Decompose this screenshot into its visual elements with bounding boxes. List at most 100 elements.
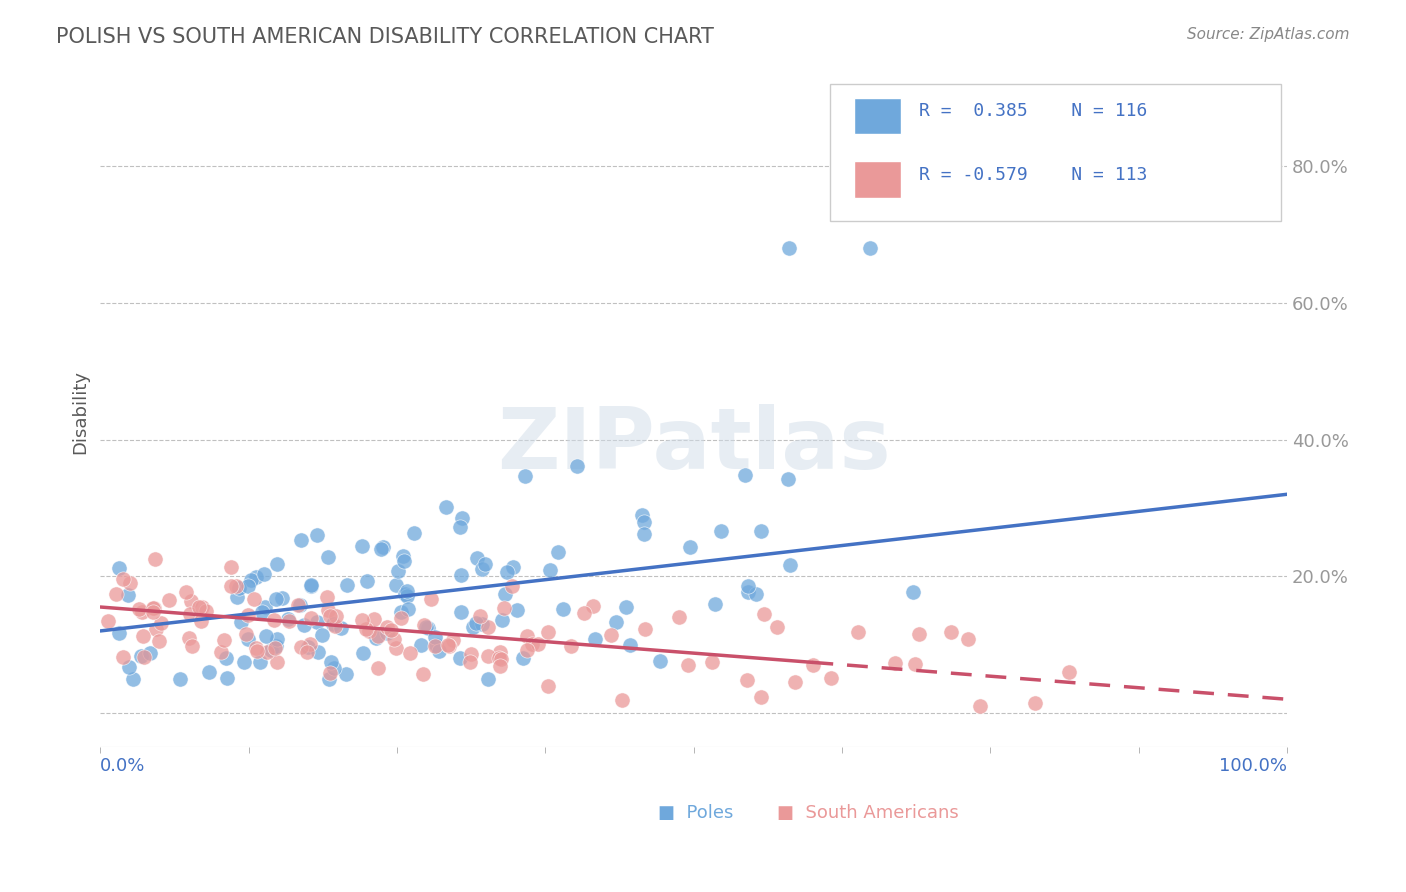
Point — [299, 637, 322, 651]
Point — [513, 469, 536, 483]
Point — [245, 640, 267, 655]
Point — [516, 629, 538, 643]
Point — [560, 640, 582, 654]
Point — [139, 646, 162, 660]
Point — [538, 563, 561, 577]
Point — [367, 629, 389, 643]
Point — [235, 627, 257, 641]
Text: 100.0%: 100.0% — [1219, 757, 1286, 775]
Point — [477, 620, 499, 634]
Point — [583, 632, 606, 646]
Point — [263, 613, 285, 627]
Point — [450, 606, 472, 620]
Point — [565, 459, 588, 474]
Text: ■  Poles: ■ Poles — [658, 804, 734, 822]
Point — [292, 617, 315, 632]
Point — [676, 657, 699, 672]
Point — [228, 582, 250, 596]
Point — [749, 524, 772, 539]
Point — [752, 607, 775, 621]
Point — [460, 655, 482, 669]
Point — [489, 645, 512, 659]
Point — [380, 623, 402, 637]
Point — [382, 632, 405, 646]
Point — [619, 638, 641, 652]
Point — [600, 628, 623, 642]
Point — [254, 629, 277, 643]
Point — [266, 655, 288, 669]
Point — [477, 648, 499, 663]
Point — [278, 614, 301, 628]
Point — [387, 565, 409, 579]
Point — [217, 671, 239, 685]
Y-axis label: Disability: Disability — [72, 370, 89, 454]
Point — [157, 593, 180, 607]
Point — [465, 616, 488, 631]
Point — [904, 657, 927, 671]
Point — [209, 645, 232, 659]
Point — [737, 585, 759, 599]
Point — [128, 601, 150, 615]
Point — [385, 641, 408, 656]
Point — [492, 601, 515, 615]
Point — [553, 602, 575, 616]
Point — [364, 631, 387, 645]
Point — [402, 525, 425, 540]
Point — [392, 554, 415, 568]
Point — [212, 632, 235, 647]
Point — [385, 578, 408, 592]
Point — [297, 640, 319, 654]
Point — [118, 659, 141, 673]
Point — [290, 640, 312, 654]
Point — [449, 650, 471, 665]
Point — [537, 679, 560, 693]
Point — [256, 645, 278, 659]
Point — [423, 630, 446, 644]
Point — [142, 601, 165, 615]
Point — [305, 528, 328, 542]
Text: Source: ZipAtlas.com: Source: ZipAtlas.com — [1187, 27, 1350, 42]
Point — [547, 545, 569, 559]
Point — [474, 557, 496, 571]
Point — [316, 550, 339, 565]
FancyBboxPatch shape — [853, 161, 901, 198]
Point — [939, 625, 962, 640]
Point — [491, 613, 513, 627]
Point — [702, 655, 724, 669]
Point — [356, 574, 378, 588]
Point — [820, 672, 842, 686]
Point — [969, 699, 991, 714]
Point — [131, 605, 153, 619]
Point — [537, 624, 560, 639]
Point — [494, 587, 516, 601]
Point — [330, 621, 353, 635]
Point — [249, 655, 271, 669]
Point — [221, 579, 243, 593]
Point — [415, 619, 437, 633]
Point — [233, 655, 256, 669]
Point — [121, 672, 143, 686]
Point — [377, 626, 399, 640]
Point — [451, 511, 474, 525]
Point — [734, 468, 756, 483]
Point — [858, 241, 880, 255]
Point — [489, 652, 512, 666]
Text: ZIPatlas: ZIPatlas — [496, 404, 890, 487]
Point — [271, 591, 294, 606]
Point — [245, 570, 267, 584]
Point — [352, 647, 374, 661]
Point — [470, 608, 492, 623]
Point — [367, 661, 389, 675]
Point — [132, 629, 155, 643]
Point — [416, 621, 439, 635]
Point — [253, 599, 276, 614]
Point — [316, 603, 339, 617]
Point — [785, 675, 807, 690]
Point — [512, 651, 534, 665]
Point — [488, 651, 510, 665]
Point — [737, 579, 759, 593]
Point — [112, 649, 135, 664]
Point — [679, 541, 702, 555]
Point — [288, 599, 311, 613]
Point — [322, 660, 344, 674]
